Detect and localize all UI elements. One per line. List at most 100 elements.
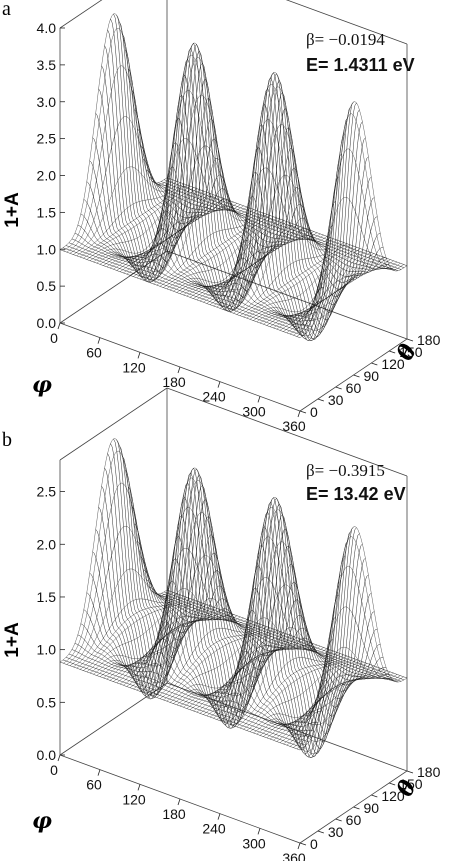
mesh-phi-line <box>249 247 358 320</box>
box-top-edge <box>285 0 408 45</box>
mesh-phi-line <box>266 253 374 331</box>
mesh-phi-line <box>76 595 184 669</box>
panel-a-beta-annotation: β= −0.0194 <box>306 30 385 49</box>
mesh-phi-line <box>183 222 291 310</box>
mesh-phi-line <box>159 214 268 287</box>
mesh-phi-line <box>293 565 401 748</box>
mesh-phi-line <box>213 536 321 719</box>
y-tick-mark <box>406 338 414 342</box>
mesh-phi-line <box>123 613 231 686</box>
x-tick-mark <box>177 798 181 806</box>
mesh-phi-line <box>233 627 341 726</box>
mesh-phi-line <box>73 166 181 255</box>
mesh-phi-line <box>219 72 328 309</box>
mesh-phi-line <box>263 252 371 339</box>
x-tick-label: 360 <box>282 418 306 434</box>
y-tick-label: 60 <box>346 380 362 396</box>
mesh-phi-line <box>243 657 351 730</box>
y-tick-label: 30 <box>328 392 344 408</box>
mesh-theta-line <box>146 169 387 273</box>
z-tick-label: 1.5 <box>37 204 57 220</box>
mesh-phi-line <box>273 255 381 329</box>
x-tick-label: 300 <box>242 403 266 419</box>
z-tick-label: 3.0 <box>37 94 57 110</box>
mesh-phi-line <box>59 438 168 663</box>
y-tick-label: 180 <box>417 764 441 780</box>
mesh-phi-line <box>293 148 401 336</box>
mesh-phi-line <box>296 113 404 337</box>
x-tick-label: 0 <box>50 762 58 778</box>
mesh-phi-line <box>96 190 204 278</box>
mesh-phi-line <box>233 225 341 314</box>
mesh-phi-line <box>259 250 368 341</box>
mesh-phi-line <box>89 600 198 674</box>
y-tick-mark <box>317 398 324 402</box>
mesh-phi-line <box>163 215 271 288</box>
x-tick-mark <box>57 322 61 330</box>
y-tick-mark <box>317 830 324 834</box>
mesh-phi-line <box>166 628 274 702</box>
mesh-phi-line <box>69 526 178 666</box>
z-tick-label: 2.0 <box>37 536 57 552</box>
mesh-phi-line <box>209 577 318 718</box>
mesh-phi-line <box>229 584 338 725</box>
y-tick-mark <box>389 350 396 354</box>
x-tick-mark <box>217 381 221 388</box>
mesh-phi-line <box>253 248 361 326</box>
x-tick-mark <box>257 396 261 403</box>
z-tick-label: 1.0 <box>37 241 57 257</box>
x-tick-mark <box>297 410 301 418</box>
panel-a-energy-annotation: E= 1.4311 eV <box>306 55 415 75</box>
mesh-phi-line <box>139 467 248 692</box>
mesh-phi-line <box>213 119 321 307</box>
mesh-phi-line <box>226 124 334 311</box>
mesh-phi-line <box>286 244 394 333</box>
mesh-phi-line <box>199 641 308 714</box>
panel-b-energy-annotation: E= 13.42 eV <box>306 484 406 504</box>
panel-b-z-ticks: 0.0 0.5 1.0 1.5 2.0 2.5 <box>37 484 65 763</box>
x-tick-mark <box>97 769 101 776</box>
panel-b-mesh <box>59 438 408 758</box>
mesh-phi-line <box>103 605 211 696</box>
mesh-phi-line <box>156 625 264 698</box>
mesh-phi-line <box>93 189 201 267</box>
mesh-phi-line <box>209 167 318 305</box>
mesh-phi-line <box>223 509 331 723</box>
x-tick-mark <box>297 842 301 850</box>
mesh-phi-line <box>59 13 168 250</box>
y-tick-mark <box>353 374 360 378</box>
y-tick-mark <box>406 770 414 774</box>
mesh-phi-line <box>206 215 314 304</box>
z-tick-label: 2.0 <box>37 168 57 184</box>
mesh-phi-line <box>166 216 274 289</box>
z-tick-label: 2.5 <box>37 484 57 500</box>
mesh-phi-line <box>136 54 244 278</box>
mesh-phi-line <box>153 598 261 697</box>
mesh-phi-line <box>129 548 238 688</box>
z-tick-label: 0.0 <box>37 747 57 763</box>
mesh-phi-line <box>83 186 191 259</box>
mesh-phi-line <box>283 671 391 745</box>
z-tick-label: 4.0 <box>37 20 57 36</box>
mesh-phi-line <box>139 42 248 280</box>
mesh-phi-line <box>206 617 314 716</box>
box-top-edge <box>166 387 408 477</box>
mesh-phi-line <box>99 192 208 283</box>
y-tick-label: 150 <box>399 344 423 360</box>
mesh-phi-line <box>93 602 201 679</box>
panel-a-x-axis-title: φ <box>32 372 52 398</box>
mesh-phi-line <box>106 194 214 272</box>
mesh-phi-line <box>136 477 244 691</box>
y-tick-label: 0 <box>310 836 318 852</box>
mesh-phi-line <box>246 658 354 731</box>
mesh-phi-line <box>279 670 388 743</box>
panel-a-surface-plot: a 0.0 0.5 1.0 1.5 2.0 2.5 3.0 3.5 4.0 0 60 120 180 2… <box>2 0 441 434</box>
x-tick-label: 300 <box>242 835 266 851</box>
mesh-phi-line <box>216 84 324 308</box>
mesh-phi-line <box>216 507 324 720</box>
panel-a-x-ticks: 0 60 120 180 240 300 360 <box>50 322 306 434</box>
mesh-phi-line <box>183 635 291 725</box>
panel-a-z-ticks: 0.0 0.5 1.0 1.5 2.0 2.5 3.0 3.5 4.0 <box>37 20 65 331</box>
